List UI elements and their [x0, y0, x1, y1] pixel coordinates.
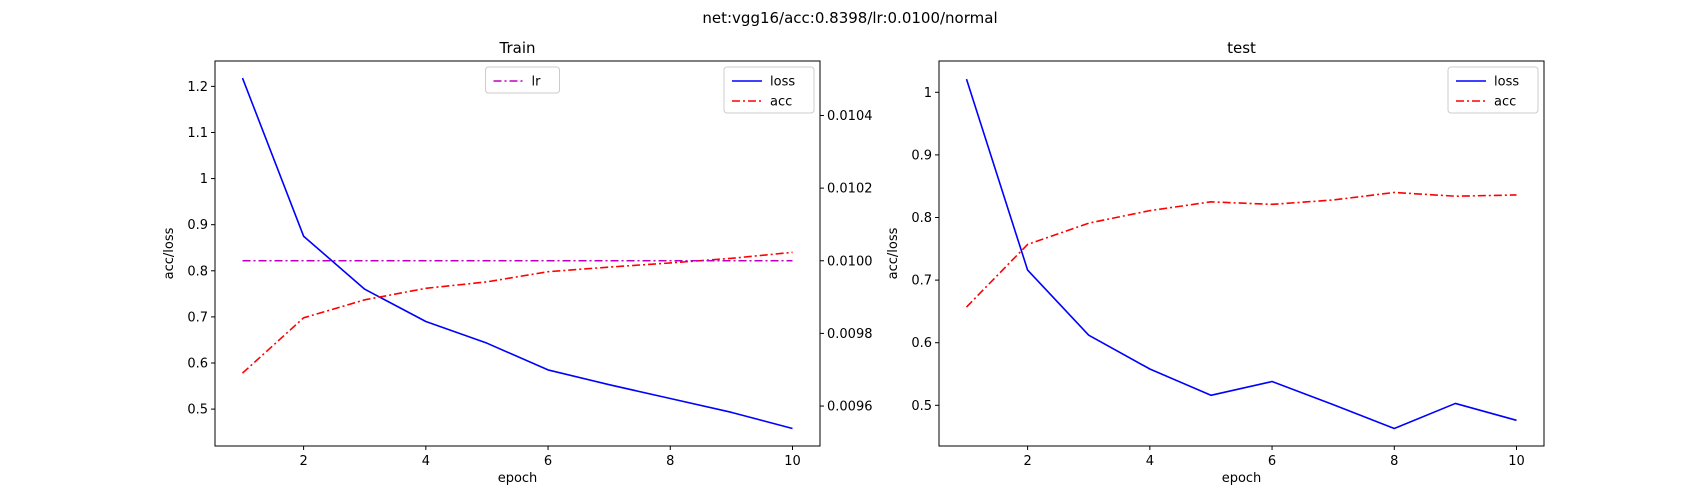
series-group [965, 78, 1517, 430]
y-tick-label: 0.8 [911, 211, 932, 226]
y2-tick-label: 0.0104 [827, 109, 873, 124]
y-tick-label: 1.2 [187, 80, 208, 95]
series-line-loss [965, 78, 1517, 430]
x-axis-label: epoch [498, 471, 538, 486]
x-tick-label: 2 [299, 454, 307, 469]
subplot-1-title: test [1227, 39, 1256, 57]
y-tick-label: 0.6 [187, 357, 208, 372]
y-tick-label: 0.8 [187, 264, 208, 279]
x-tick-label: 6 [544, 454, 552, 469]
series-line-acc [241, 251, 793, 374]
x-tick-label: 8 [666, 454, 674, 469]
y2-tick-label: 0.0100 [827, 254, 873, 269]
legend-label-lr: lr [532, 75, 542, 90]
legend-label-loss: loss [1494, 75, 1519, 90]
x-tick-label: 6 [1268, 454, 1276, 469]
legend-upper-center: lr [485, 66, 560, 94]
y-tick-label: 1.1 [187, 126, 208, 141]
series-group [241, 77, 793, 430]
y2-tick-label: 0.0098 [827, 327, 873, 342]
y-tick-label: 0.5 [187, 403, 208, 418]
y-tick-label: 0.9 [911, 148, 932, 163]
y-tick-label: 0.6 [911, 336, 932, 351]
y-tick-label: 0.9 [187, 218, 208, 233]
series-line-loss [241, 77, 793, 430]
y-tick-label: 0.7 [911, 274, 932, 289]
axes-frame [938, 60, 1545, 447]
y-tick-label: 0.5 [911, 399, 932, 414]
legend-box [485, 66, 560, 94]
legend-box [1447, 66, 1539, 114]
legend-upper-right: loss acc [723, 66, 815, 114]
series-line-acc [965, 191, 1517, 308]
legend-label-acc: acc [770, 95, 792, 110]
subplot-1: test 2 4 6 8 10 0.5 0.6 0.7 0.8 0.9 1 epoch acc/loss l… [886, 39, 1545, 486]
y-tick-label: 0.7 [187, 310, 208, 325]
legend-upper-right: loss acc [1447, 66, 1539, 114]
y-axis-label: acc/loss [162, 227, 177, 279]
x-tick-label: 2 [1023, 454, 1031, 469]
legend-label-acc: acc [1494, 95, 1516, 110]
x-tick-label: 10 [1508, 454, 1525, 469]
subplot-0-title: Train [499, 39, 536, 57]
x-axis-label: epoch [1222, 471, 1262, 486]
x-tick-label: 4 [422, 454, 430, 469]
y-tick-label: 1 [200, 172, 208, 187]
figure-suptitle: net:vgg16/acc:0.8398/lr:0.0100/normal [702, 9, 997, 27]
plots-container: Train 2 4 6 8 10 0.5 0.6 0.7 0.8 0.9 1 1.1 1.2 0.0096 0… [162, 39, 1545, 486]
subplot-0: Train 2 4 6 8 10 0.5 0.6 0.7 0.8 0.9 1 1.1 1.2 0.0096 0… [162, 39, 873, 486]
axes-frame [214, 60, 821, 447]
legend-label-loss: loss [770, 75, 795, 90]
y2-tick-label: 0.0096 [827, 400, 873, 415]
y-axis-label: acc/loss [886, 227, 901, 279]
y2-tick-label: 0.0102 [827, 182, 873, 197]
legend-box [723, 66, 815, 114]
y-tick-label: 1 [924, 86, 932, 101]
x-tick-label: 10 [784, 454, 801, 469]
x-tick-label: 8 [1390, 454, 1398, 469]
x-tick-label: 4 [1146, 454, 1154, 469]
